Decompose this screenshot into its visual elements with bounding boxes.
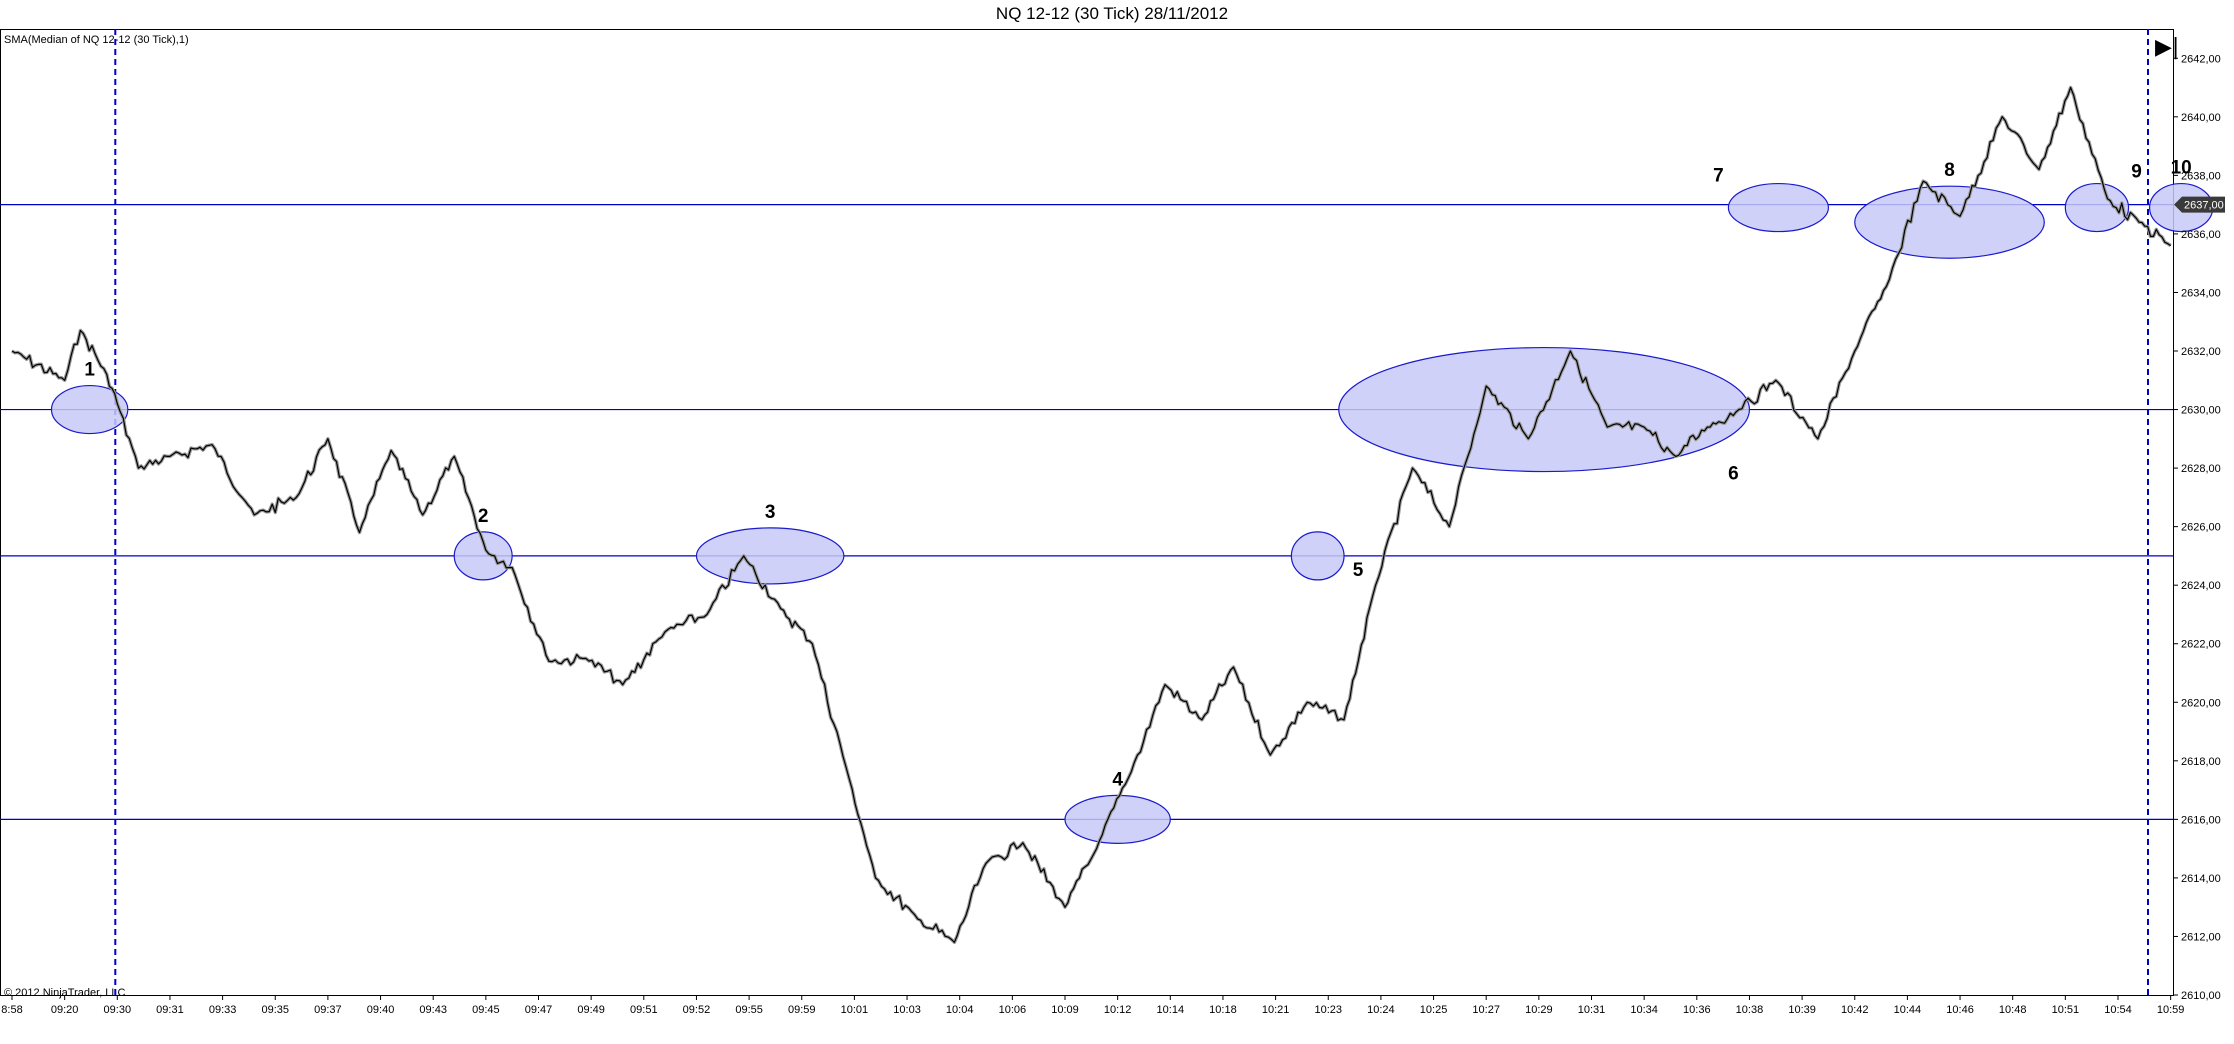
price-badge [2174,196,2225,213]
copyright-label: © 2012 NinjaTrader, LLC [4,987,125,999]
y-tick-label: 2614,00 [2181,873,2221,885]
x-tick-label: 10:31 [1578,1004,1606,1016]
y-tick-label: 2628,00 [2181,463,2221,475]
x-tick-label: 10:36 [1683,1004,1711,1016]
x-tick-label: 09:30 [104,1004,132,1016]
y-tick-label: 2616,00 [2181,814,2221,826]
chart-title: NQ 12-12 (30 Tick) 28/11/2012 [996,4,1228,23]
x-tick-label: 10:48 [1999,1004,2027,1016]
x-tick-label: 10:24 [1367,1004,1395,1016]
zone-ellipse [1290,531,1345,581]
x-tick-label: 09:43 [419,1004,447,1016]
zone-label: 4 [1112,769,1123,790]
y-axis: 2642,00 2640,00 2638,00 2636,00 2634,00 2632,… [2173,53,2221,1002]
y-tick-label: 2638,00 [2181,170,2221,182]
zone-labels: 1 2 3 4 5 6 7 8 9 10 [84,158,2191,791]
x-tick-label: 10:01 [841,1004,869,1016]
x-axis: 8:58 09:20 09:30 09:31 09:33 09:35 09:37 09:40 0… [1,995,2184,1016]
x-tick-label: 09:52 [683,1004,711,1016]
y-tick-label: 2618,00 [2181,756,2221,768]
y-tick-label: 2640,00 [2181,112,2221,124]
zone-ellipse [50,384,129,435]
y-tick-label: 2626,00 [2181,522,2221,534]
x-tick-label: 09:45 [472,1004,500,1016]
x-tick-label: 10:39 [1788,1004,1816,1016]
x-tick-label: 09:33 [209,1004,237,1016]
x-tick-label: 10:04 [946,1004,974,1016]
x-tick-label: 09:59 [788,1004,816,1016]
x-tick-label: 10:44 [1894,1004,1922,1016]
x-tick-label: 10:27 [1472,1004,1500,1016]
zone-label: 3 [765,502,776,523]
x-tick-label: 10:46 [1946,1004,1974,1016]
zone-ellipse [1064,794,1171,844]
x-tick-label: 09:35 [261,1004,289,1016]
zone-label: 9 [2131,162,2142,183]
x-tick-label: 09:47 [525,1004,553,1016]
x-tick-label: 10:42 [1841,1004,1869,1016]
zone-label: 2 [478,506,489,527]
zone-label: 1 [84,360,95,381]
plot-frame [0,29,2174,996]
current-price-badge: 2637,00 [2174,196,2225,213]
x-tick-label: 09:55 [735,1004,763,1016]
x-tick-label: 10:18 [1209,1004,1237,1016]
y-tick-label: 2632,00 [2181,346,2221,358]
x-tick-label: 10:29 [1525,1004,1553,1016]
price-series [11,85,2172,945]
zone-ellipse [2064,182,2130,233]
x-tick-label: 10:06 [999,1004,1027,1016]
price-line [11,86,2172,943]
x-tick-label: 09:49 [577,1004,605,1016]
y-tick-label: 2634,00 [2181,287,2221,299]
x-tick-label: 09:51 [630,1004,658,1016]
zone-ellipse [1727,182,1830,233]
x-tick-label: 10:12 [1104,1004,1132,1016]
y-tick-label: 2636,00 [2181,229,2221,241]
x-tick-label: 8:58 [1,1004,22,1016]
x-tick-label: 09:31 [156,1004,184,1016]
zone-label: 7 [1713,166,1724,187]
zone-ellipse [695,527,845,585]
x-tick-label: 10:38 [1736,1004,1764,1016]
zone-label: 8 [1944,160,1955,181]
indicator-label: SMA(Median of NQ 12-12 (30 Tick),1) [4,34,189,46]
x-tick-label: 10:25 [1420,1004,1448,1016]
zone-label: 6 [1728,464,1739,485]
x-tick-label: 10:51 [2052,1004,2080,1016]
x-tick-label: 10:54 [2104,1004,2132,1016]
x-tick-label: 09:37 [314,1004,342,1016]
x-tick-label: 10:14 [1157,1004,1185,1016]
scroll-to-end-icon[interactable]: ▶| [2155,35,2179,60]
x-tick-label: 10:59 [2157,1004,2185,1016]
y-tick-label: 2620,00 [2181,697,2221,709]
x-tick-label: 09:40 [367,1004,395,1016]
current-price-label: 2637,00 [2184,200,2224,212]
y-tick-label: 2622,00 [2181,639,2221,651]
x-tick-label: 09:20 [51,1004,79,1016]
x-tick-label: 10:03 [893,1004,921,1016]
x-tick-label: 10:23 [1314,1004,1342,1016]
y-tick-label: 2630,00 [2181,405,2221,417]
x-tick-label: 10:21 [1262,1004,1290,1016]
y-tick-label: 2610,00 [2181,990,2221,1002]
x-tick-label: 10:09 [1051,1004,1079,1016]
zone-ellipse [453,531,513,581]
session-markers [114,29,2149,995]
zone-ellipse [1854,185,2045,259]
y-tick-label: 2624,00 [2181,580,2221,592]
zone-label: 5 [1353,560,1364,581]
y-tick-label: 2642,00 [2181,53,2221,65]
zone-label: 10 [2171,158,2192,179]
x-tick-label: 10:34 [1630,1004,1658,1016]
y-tick-label: 2612,00 [2181,931,2221,943]
